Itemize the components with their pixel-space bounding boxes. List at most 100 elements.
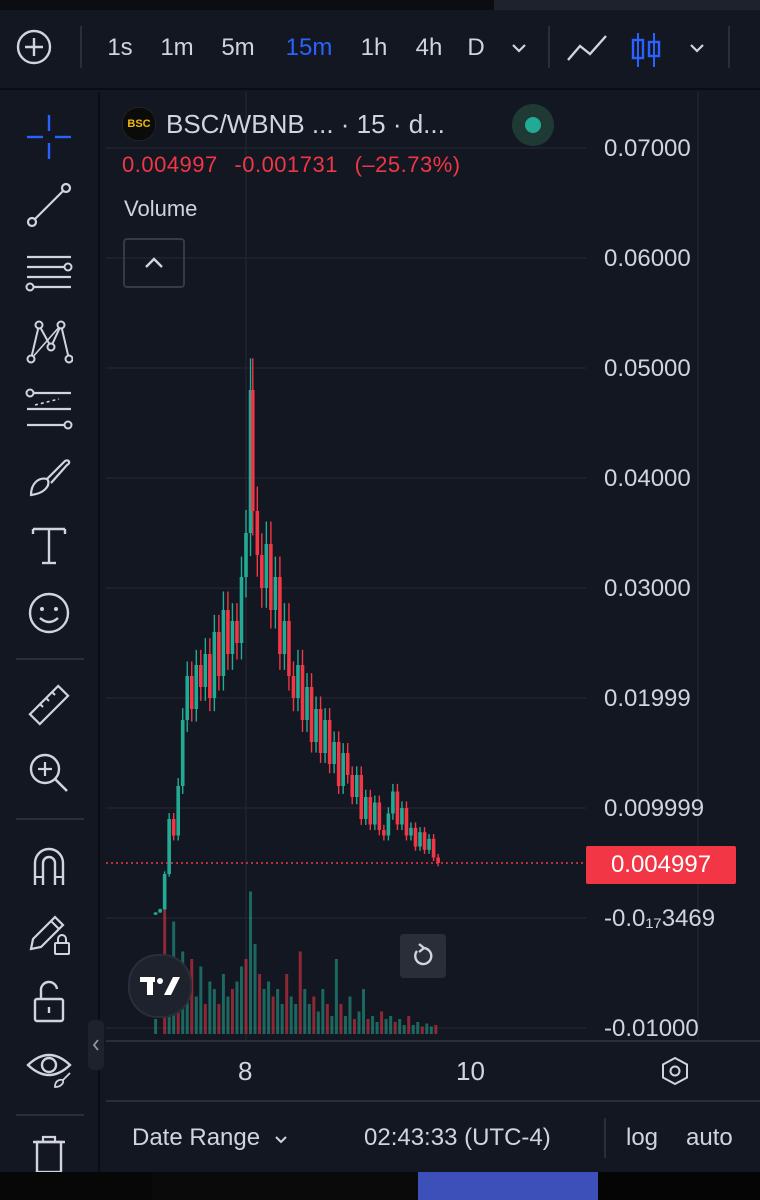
volume-bar [384, 1019, 388, 1034]
candle-body [208, 654, 212, 698]
volume-bar [380, 1011, 384, 1034]
interval-15m[interactable]: 15m [285, 34, 333, 61]
volume-bar [203, 1004, 207, 1034]
pattern-tool[interactable] [20, 312, 78, 370]
chart-type-dropdown[interactable] [682, 30, 712, 66]
candle-body [248, 390, 253, 533]
add-symbol-button[interactable] [14, 28, 54, 65]
candle-body [377, 802, 382, 830]
prediction-tool[interactable] [20, 380, 78, 438]
trend-line-icon [26, 182, 72, 228]
volume-bar [199, 966, 203, 1034]
legend-collapse-button[interactable] [123, 238, 185, 288]
candle-body [336, 742, 341, 786]
volume-bar [239, 966, 243, 1034]
volume-bar [235, 981, 239, 1034]
volume-bar [429, 1026, 433, 1034]
text-tool[interactable] [20, 516, 78, 574]
date-range-button[interactable]: Date Range [132, 1124, 289, 1152]
candle-body [176, 786, 180, 836]
line-chart-type-button[interactable] [562, 30, 612, 66]
candle-body [185, 676, 190, 720]
clock-timezone[interactable]: 02:43:33 (UTC-4) [364, 1124, 551, 1151]
bottom-divider [604, 1118, 606, 1158]
candle-body [171, 819, 176, 836]
interval-1m[interactable]: 1m [160, 34, 194, 61]
symbol-title[interactable]: BSC/WBNB ... · 15 · d... [166, 108, 445, 139]
lock-drawings-button[interactable] [20, 904, 78, 962]
interval-1h[interactable]: 1h [360, 34, 388, 61]
volume-bar [208, 981, 212, 1034]
volume-bar [348, 996, 352, 1034]
magnet-mode-button[interactable] [20, 836, 78, 894]
candle-body [305, 687, 309, 720]
volume-bar [280, 1004, 284, 1034]
candle-body [345, 753, 350, 775]
volume-bar [289, 996, 293, 1034]
lock-all-button[interactable] [20, 972, 78, 1030]
chart-settings-button[interactable] [658, 1054, 692, 1088]
crosshair-tool[interactable] [20, 108, 78, 166]
pencil-lock-icon [29, 915, 70, 955]
interval-5m[interactable]: 5m [221, 34, 255, 61]
brush-tool[interactable] [20, 448, 78, 506]
volume-bar [294, 1004, 298, 1034]
candle-body [239, 577, 244, 643]
candle-body [158, 909, 162, 913]
candle-body [300, 665, 305, 720]
interval-dropdown[interactable] [504, 30, 534, 66]
delete-drawings-button[interactable] [20, 1132, 78, 1172]
reset-chart-button[interactable] [400, 934, 446, 978]
candle-body [230, 621, 235, 654]
trash-icon [33, 1135, 65, 1172]
candle-body [314, 709, 318, 742]
trend-line-tool[interactable] [20, 176, 78, 234]
emoji-tool[interactable] [20, 584, 78, 642]
toolbar-collapse-handle[interactable] [88, 1020, 104, 1070]
hide-drawings-button[interactable] [20, 1038, 78, 1096]
candle-body [427, 838, 431, 850]
toolbar-divider [16, 658, 84, 660]
chart-pane[interactable]: 0.07000 0.06000 0.05000 0.04000 0.03000 0.019… [106, 92, 760, 1040]
interval-4h[interactable]: 4h [415, 34, 443, 61]
price-tick-label: 0.05000 [604, 355, 691, 382]
unlock-icon [33, 980, 65, 1023]
tradingview-logo[interactable] [128, 954, 192, 1018]
chevron-down-icon [275, 1135, 287, 1144]
chevron-down-icon [690, 44, 704, 53]
symbol-legend[interactable]: BSC BSC/WBNB ... · 15 · d... [122, 106, 445, 142]
volume-bar [402, 1025, 406, 1034]
price-tick-label: 0.009999 [604, 795, 704, 822]
volume-bar [420, 1026, 424, 1034]
candle-body [153, 912, 158, 915]
log-scale-toggle[interactable]: log [626, 1124, 659, 1151]
date-range-label: Date Range [132, 1124, 261, 1151]
candle-body [323, 720, 327, 753]
volume-indicator-label[interactable]: Volume [124, 196, 198, 221]
price-chart[interactable]: 0.07000 0.06000 0.05000 0.04000 0.03000 0.019… [106, 92, 760, 1040]
toolbar-divider [16, 1114, 84, 1116]
candle-body [400, 808, 404, 825]
last-price: 0.004997 [122, 152, 218, 177]
volume-bar [362, 989, 366, 1034]
volume-bar [425, 1023, 429, 1034]
line-chart-icon [567, 35, 607, 61]
auto-scale-toggle[interactable]: auto [686, 1124, 733, 1151]
candles-chart-type-button[interactable] [626, 30, 666, 67]
candle-body [409, 827, 413, 836]
candle-body [235, 621, 239, 643]
interval-1s[interactable]: 1s [107, 34, 133, 61]
volume-bar [267, 981, 271, 1034]
interval-1d[interactable]: D [467, 34, 485, 61]
candle-body [282, 621, 287, 654]
market-status-indicator[interactable] [512, 104, 554, 146]
measure-tool[interactable] [20, 676, 78, 734]
fib-retracement-tool[interactable] [20, 244, 78, 302]
volume-bar [258, 974, 262, 1034]
zoom-in-tool[interactable] [20, 744, 78, 802]
hexagon-settings-icon [662, 1056, 688, 1086]
time-axis[interactable]: 8 10 [106, 1040, 760, 1100]
toolbar-divider [16, 818, 84, 820]
candle-body [250, 390, 255, 511]
price-change: -0.001731 [234, 152, 338, 177]
